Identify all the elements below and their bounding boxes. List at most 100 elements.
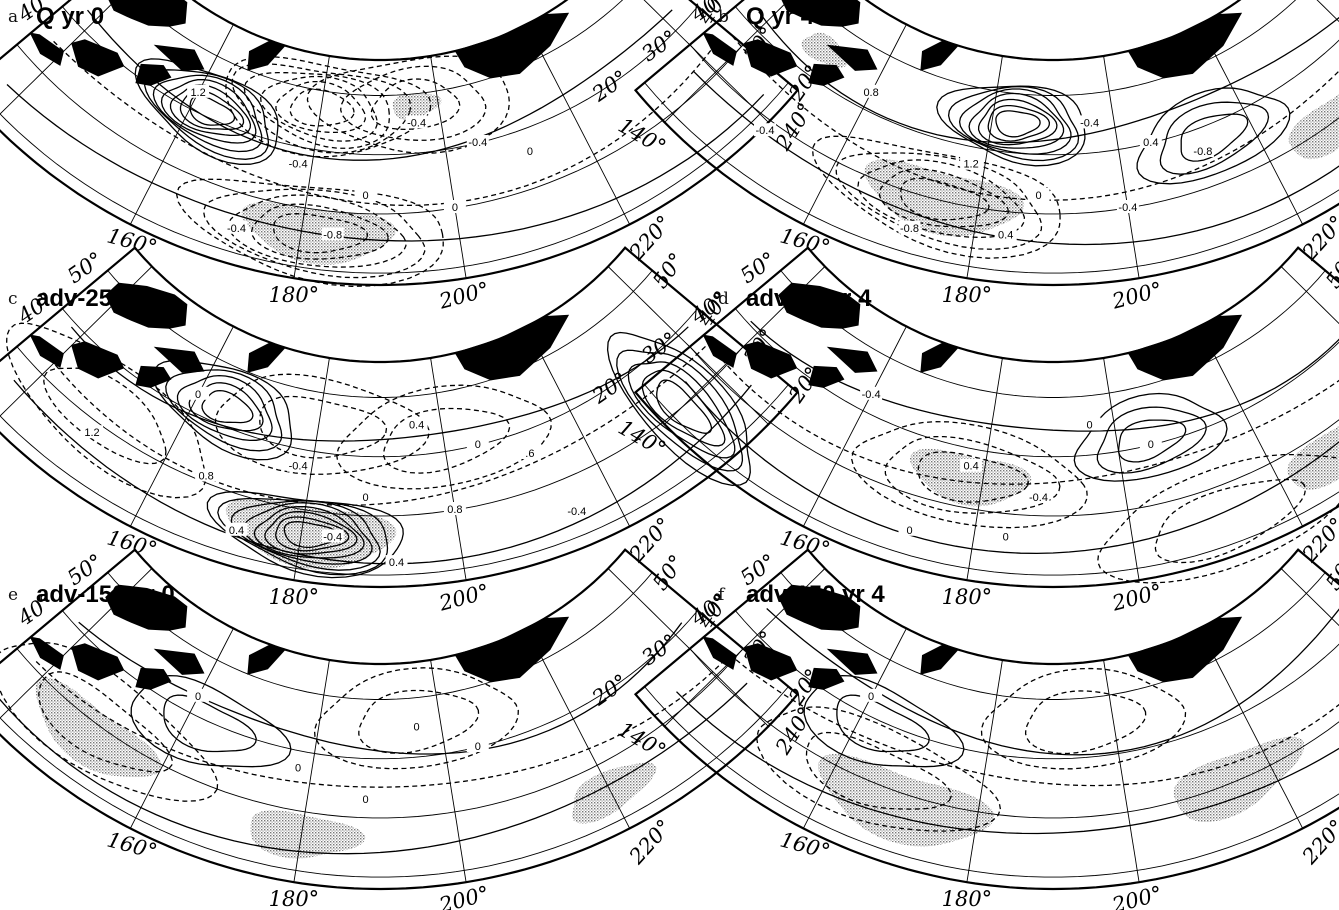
land-mass [808, 365, 845, 388]
contour-label-bg [1027, 490, 1050, 503]
meridian-line [526, 24, 631, 225]
contour-label: 0.4 [409, 419, 424, 431]
contour-label-bg [287, 458, 310, 472]
lon-label: 160° [105, 526, 160, 562]
panel-letter: a [8, 7, 18, 27]
contour-label: 0.8 [863, 87, 878, 99]
land-mass [247, 342, 286, 373]
contour-line [693, 71, 1339, 246]
map-frame [0, 548, 800, 891]
map-frame [0, 0, 800, 287]
low-contour [306, 55, 511, 154]
high-contour [1073, 392, 1228, 482]
contour-label-bg [195, 468, 218, 482]
land-mass [29, 32, 64, 66]
parallel-line [107, 572, 653, 700]
contour-label-bg [287, 760, 310, 774]
low-contour [900, 177, 990, 221]
contour-label: -0.4 [289, 159, 308, 171]
parallel-line [61, 610, 699, 760]
land-mass [826, 346, 878, 373]
parallel-line [16, 44, 744, 215]
land-mass [135, 667, 172, 690]
contour-label-bg [898, 522, 921, 536]
contour-line [70, 326, 689, 442]
stipple-region [1287, 425, 1339, 490]
land-mass [247, 644, 286, 675]
meridian-line [293, 659, 330, 883]
meridian-line [1199, 326, 1304, 527]
high-contour [627, 361, 736, 459]
contour-label-bg [1139, 135, 1162, 148]
low-contour [202, 188, 426, 279]
contour-label-bg [354, 792, 377, 805]
land-mass [105, 584, 188, 631]
contour-label: 0 [1148, 439, 1154, 451]
low-contour [835, 152, 1043, 250]
stipple-region [818, 753, 995, 847]
parallel-line [734, 6, 1339, 156]
lon-label: 180° [269, 585, 320, 609]
meridian-line [293, 357, 330, 581]
lon-label: 200° [1109, 277, 1165, 314]
contour-label: -0.8 [323, 229, 342, 241]
contour-line [715, 352, 1339, 485]
high-contour [641, 369, 726, 447]
high-contour [152, 74, 263, 153]
contour-label: -0.4 [289, 461, 308, 473]
parallel-line [16, 648, 744, 819]
contour-label: 0.4 [229, 525, 244, 537]
parallel-line [689, 44, 1339, 215]
land-mass [153, 44, 205, 71]
low-contour [1024, 690, 1147, 755]
contour-label-bg [960, 458, 983, 472]
lon-label: 200° [436, 579, 492, 616]
contour-label-bg [225, 522, 248, 536]
meridian-line [1280, 266, 1339, 325]
land-mass [808, 667, 845, 690]
low-contour [370, 78, 461, 131]
stipple-region [909, 448, 1032, 507]
contour-label: 0 [295, 763, 301, 775]
land-mass [71, 39, 125, 77]
parallel-line [644, 384, 1339, 576]
contour-label: 0.8 [447, 504, 462, 516]
contour-label: 0 [906, 525, 912, 537]
contour-label: 0 [1003, 531, 1009, 543]
high-contour [958, 88, 1072, 155]
lat-label-left: 30° [0, 327, 8, 368]
contour-label-bg [1116, 200, 1139, 213]
meridian-line [129, 628, 234, 829]
low-contour [336, 384, 552, 490]
stipple-region [250, 810, 366, 859]
low-contour [917, 451, 1029, 503]
contour-label-bg [81, 425, 103, 439]
lon-label: 180° [269, 283, 320, 307]
contour-label: 0.4 [998, 229, 1013, 241]
panel-d: -0.40.4-0.4000020°30°40°50°20°30°40°50°1… [587, 246, 1339, 616]
contour-label-bg [225, 220, 248, 234]
parallel-line [107, 270, 653, 398]
land-mass [702, 334, 737, 368]
land-mass [920, 644, 959, 675]
contour-label: 1.2 [963, 159, 978, 171]
contour-line [766, 608, 1339, 756]
lon-label: 220° [1297, 815, 1339, 869]
stipple-region [392, 94, 442, 121]
contour-label: 1.2 [84, 427, 99, 439]
low-contour [259, 395, 388, 459]
land-mass [778, 282, 861, 329]
contour-label: 0 [475, 741, 481, 753]
lon-label: 240° [770, 99, 818, 155]
low-contour [43, 367, 167, 465]
high-contour [163, 694, 257, 753]
lat-label-left: 20° [587, 669, 632, 711]
contour-label-bg [994, 529, 1017, 543]
high-contour [264, 511, 358, 555]
high-contour [968, 92, 1065, 149]
stipple-region [35, 677, 162, 777]
high-contour [283, 521, 339, 549]
map-frame [0, 246, 800, 589]
meridian-line [1103, 659, 1140, 883]
